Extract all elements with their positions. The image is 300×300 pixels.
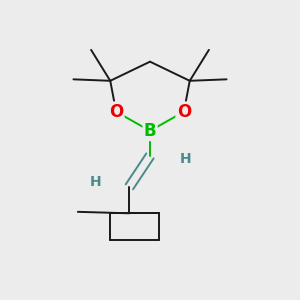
Text: O: O — [109, 103, 123, 121]
Text: H: H — [179, 152, 191, 167]
Text: O: O — [177, 103, 191, 121]
Text: H: H — [90, 176, 101, 189]
Text: B: B — [144, 122, 156, 140]
